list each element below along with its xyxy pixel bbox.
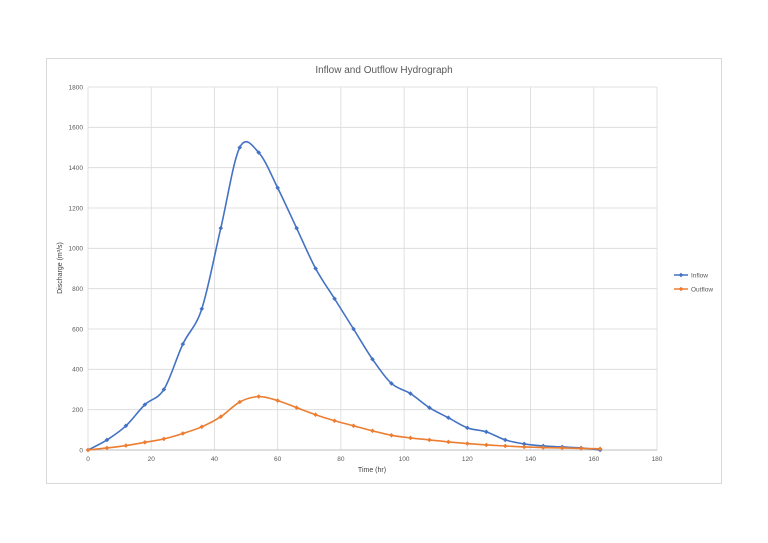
y-tick-label: 1200 [69, 205, 84, 212]
outflow-data-point [484, 442, 489, 448]
y-tick-label: 0 [79, 447, 83, 454]
x-tick-label: 140 [525, 456, 536, 463]
x-tick-label: 20 [148, 456, 156, 463]
outflow-data-point [142, 440, 148, 445]
inflow-data-point [484, 429, 489, 435]
inflow-data-point [351, 326, 356, 332]
outflow-data-point [218, 414, 224, 420]
y-tick-label: 1800 [69, 84, 84, 91]
chart-frame [46, 58, 722, 484]
legend: Inflow Outflow [674, 272, 713, 293]
x-axis-title: Time (hr) [358, 467, 386, 474]
outflow-data-point [104, 445, 110, 451]
x-tick-label: 80 [337, 456, 345, 463]
inflow-data-point [275, 185, 280, 191]
outflow-data-point [256, 394, 261, 399]
y-tick-label: 1000 [69, 246, 84, 253]
y-tick-label: 1400 [69, 165, 84, 172]
inflow-data-point [332, 296, 337, 302]
inflow-data-point [237, 145, 243, 150]
outflow-data-point [85, 447, 91, 453]
outflow-data-point [502, 443, 508, 449]
inflow-legend-label: Inflow [691, 272, 708, 279]
inflow-data-point [180, 341, 186, 347]
x-tick-label: 60 [274, 456, 282, 463]
inflow-data-point [123, 423, 129, 429]
outflow-data-point [521, 444, 527, 450]
outflow-data-point [427, 437, 432, 443]
outflow-data-point [559, 445, 565, 451]
y-tick-label: 600 [72, 326, 83, 333]
outflow-data-point [408, 435, 413, 441]
inflow-data-point [370, 356, 375, 362]
x-tick-label: 100 [399, 456, 410, 463]
grid [87, 86, 658, 451]
outflow-legend-marker [678, 286, 684, 292]
outflow-data-point [161, 436, 167, 442]
y-axis-title: Discharge (m³/s) [57, 242, 64, 294]
inflow-data-point [408, 391, 413, 396]
inflow-series-line [87, 140, 601, 451]
outflow-data-point [465, 441, 470, 446]
x-tick-label: 0 [86, 456, 90, 463]
outflow-legend-label: Outflow [691, 286, 713, 293]
outflow-data-point [313, 412, 318, 418]
y-tick-label: 1600 [69, 125, 84, 132]
inflow-data-point [427, 405, 432, 410]
outflow-data-point [332, 418, 337, 424]
inflow-data-point [446, 415, 451, 421]
inflow-data-point [104, 437, 110, 443]
inflow-data-point [161, 387, 167, 392]
x-tick-label: 180 [652, 456, 663, 463]
outflow-data-point [578, 446, 584, 451]
outflow-data-point [370, 428, 375, 434]
inflow-data-point [502, 437, 508, 443]
inflow-data-point [521, 441, 527, 447]
chart-title: Inflow and Outflow Hydrograph [315, 65, 452, 76]
axes: 0 200 400 600 800 1000 1200 1400 1600 1800 0 20 40 60… [69, 84, 663, 463]
outflow-data-point [540, 445, 546, 450]
x-tick-label: 40 [211, 456, 219, 463]
outflow-data-point [597, 446, 603, 452]
outflow-data-point [237, 399, 243, 405]
y-tick-label: 200 [72, 407, 83, 414]
outflow-data-point [446, 439, 451, 445]
outflow-data-point [180, 431, 186, 436]
inflow-legend-marker [678, 272, 684, 278]
outflow-data-point [294, 405, 299, 410]
y-tick-label: 400 [72, 367, 83, 374]
inflow-data-point [256, 150, 261, 155]
inflow-data-point [465, 425, 470, 431]
outflow-series-line [87, 395, 601, 451]
x-tick-label: 120 [462, 456, 473, 463]
outflow-data-point [123, 443, 129, 448]
inflow-data-point [294, 225, 299, 231]
x-tick-label: 160 [588, 456, 599, 463]
inflow-data-point [218, 225, 224, 231]
inflow-data-point [389, 381, 394, 386]
outflow-data-point [389, 432, 394, 438]
inflow-data-point [199, 306, 205, 312]
series [85, 140, 603, 453]
inflow-data-point [142, 402, 148, 407]
y-tick-label: 800 [72, 286, 83, 293]
outflow-data-point [351, 423, 356, 429]
outflow-data-point [275, 398, 280, 403]
inflow-data-point [313, 266, 318, 271]
outflow-data-point [199, 424, 205, 430]
